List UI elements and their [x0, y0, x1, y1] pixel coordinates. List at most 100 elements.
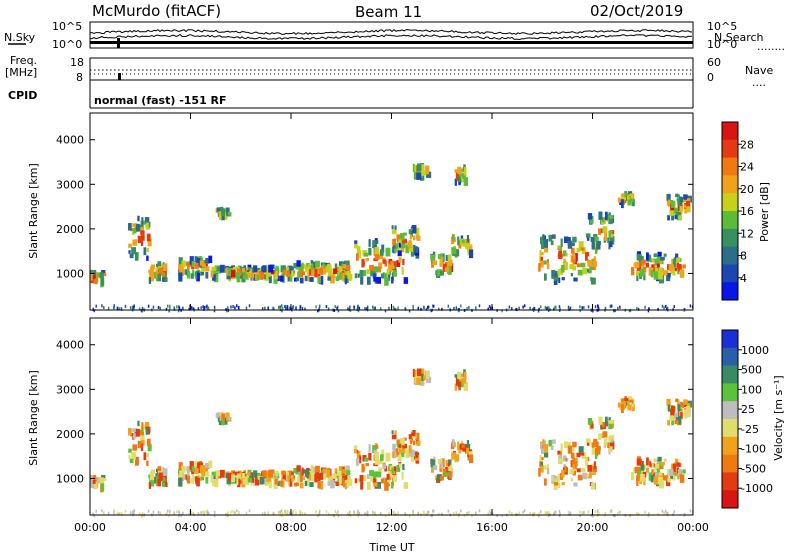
power-echo-cell [346, 260, 350, 266]
power-echo-cell [141, 217, 144, 225]
power-echo-cell [398, 239, 401, 247]
power-echo-cell [137, 235, 142, 244]
power-echo-cell [677, 268, 680, 275]
velocity-ground-scatter [280, 509, 283, 513]
velocity-ground-scatter [539, 510, 542, 514]
velocity-echo-cell [398, 444, 402, 448]
power-ground-scatter [124, 304, 127, 308]
velocity-echo-cell [448, 464, 453, 472]
velocity-echo-cell [227, 416, 231, 421]
velocity-echo-cell [141, 439, 145, 446]
power-ground-scatter [168, 309, 170, 313]
velocity-echo-cell [590, 466, 595, 474]
power-echo-cell [589, 266, 592, 274]
velocity-ground-scatter [277, 510, 280, 514]
power-ground-scatter [478, 304, 481, 308]
power-echo-cell [392, 246, 395, 253]
power-ground-scatter [273, 307, 275, 311]
power-ground-scatter [487, 307, 489, 311]
power-echo-cell [281, 265, 286, 270]
velocity-ground-scatter [427, 510, 430, 514]
power-echo-cell [643, 259, 646, 265]
velocity-xtick-label: 16:00 [476, 521, 508, 534]
velocity-echo-cell [408, 445, 412, 454]
power-ground-scatter [663, 306, 665, 310]
velocity-echo-cell [396, 465, 401, 472]
velocity-echo-cell [658, 472, 663, 476]
velocity-echo-cell [128, 448, 132, 453]
velocity-echo-cell [543, 465, 547, 470]
power-ground-scatter [230, 305, 232, 309]
velocity-ground-scatter [348, 512, 350, 516]
power-echo-cell [250, 275, 253, 281]
velocity-echo-cell [291, 477, 295, 482]
velocity-echo-cell [348, 478, 353, 486]
velocity-ground-scatter [273, 512, 275, 516]
power-echo-cell [609, 241, 613, 248]
nave-label: Nave [745, 64, 773, 77]
power-echo-cell [622, 195, 625, 205]
power-ground-scatter [107, 306, 110, 310]
power-ground-scatter [547, 306, 550, 310]
power-echo-cell [266, 270, 272, 277]
power-ground-scatter [609, 304, 612, 308]
velocity-echo-cell [646, 457, 649, 466]
power-echo-cell [414, 171, 418, 179]
velocity-echo-cell [189, 461, 194, 470]
power-echo-cell [457, 166, 462, 175]
power-echo-cell [161, 277, 167, 282]
noise-panel: N.Sky N.Search ........ 10^5 10^0 10^5 1… [4, 20, 785, 53]
power-echo-cell [262, 265, 267, 273]
power-echo-cell [439, 261, 442, 267]
velocity-echo-cell [362, 475, 367, 482]
power-ground-scatter [232, 304, 234, 308]
velocity-echo-cell [455, 376, 460, 386]
freq-spike [118, 73, 121, 80]
velocity-echo-cell [219, 469, 225, 478]
power-echo-cell [221, 208, 226, 216]
velocity-echo-cell [594, 441, 599, 448]
power-colorbar-tick-label: 16 [740, 205, 754, 218]
velocity-echo-cell [631, 472, 635, 481]
power-echo-cell [412, 225, 416, 232]
power-echo-cell [435, 270, 438, 276]
power-ytick-label: 4000 [56, 134, 84, 147]
power-echo-cell [569, 263, 574, 270]
power-ground-scatter [604, 306, 607, 310]
velocity-echo-cell [340, 472, 346, 476]
power-echo-cell [591, 277, 596, 285]
velocity-echo-cell [466, 440, 470, 448]
power-ground-scatter [412, 307, 414, 311]
velocity-echo-cell [544, 451, 549, 458]
velocity-ground-scatter [230, 510, 232, 514]
velocity-echo-cell [200, 476, 205, 481]
power-ground-scatter [636, 306, 638, 310]
velocity-echo-cell [356, 451, 361, 459]
noise-tick-right-high: 10^5 [707, 20, 737, 33]
power-echo-cell [235, 266, 240, 270]
velocity-echo-cell [680, 402, 684, 408]
power-echo-cell [636, 270, 641, 277]
velocity-echo-cell [669, 414, 674, 421]
velocity-echo-cell [237, 473, 241, 481]
power-echo-cell [457, 241, 462, 246]
velocity-echo-cell [668, 468, 674, 476]
power-echo-cell [376, 276, 382, 284]
velocity-echo-cell [609, 442, 615, 450]
power-echo-cell [274, 273, 278, 280]
velocity-echo-cell [295, 470, 299, 475]
power-echo-cell [440, 270, 444, 276]
power-ground-scatter [159, 306, 161, 310]
velocity-echo-cell [380, 478, 385, 484]
velocity-ground-scatter [353, 512, 355, 516]
velocity-echo-cell [601, 422, 605, 428]
velocity-echo-cell [399, 438, 405, 446]
power-echo-cell [567, 240, 573, 249]
power-echo-cell [186, 270, 191, 279]
velocity-echo-cell [454, 383, 457, 391]
velocity-echo-cell [336, 472, 340, 477]
velocity-echo-cell [607, 442, 610, 448]
power-echo-cell [414, 164, 418, 173]
power-echo-cell [540, 260, 544, 268]
power-echo-cell [361, 258, 365, 268]
